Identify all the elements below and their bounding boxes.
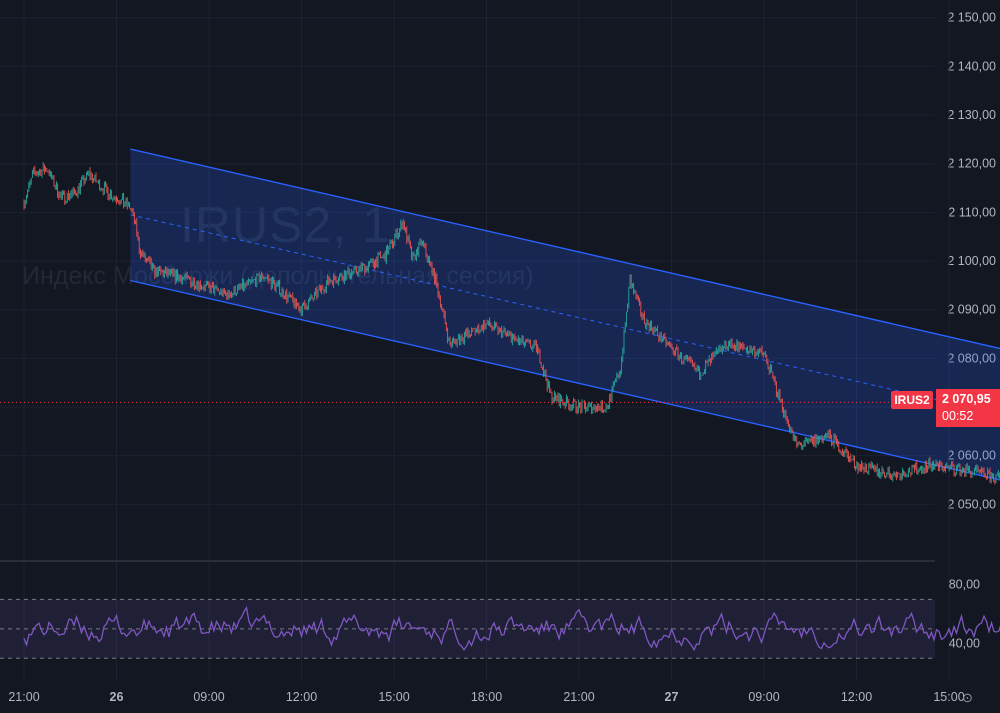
time-tick-label: 21:00: [563, 690, 594, 704]
bar-countdown: 00:52: [942, 409, 974, 423]
time-tick-label: 12:00: [841, 690, 872, 704]
price-tick-label: 2 090,00: [947, 303, 996, 317]
rsi-tick-label: 80,00: [949, 578, 980, 592]
time-tick-label: 15:00: [933, 690, 964, 704]
price-tick-label: 2 060,00: [947, 449, 996, 463]
time-tick-label: 12:00: [286, 690, 317, 704]
time-tick-label: 27: [665, 690, 679, 704]
channel-median-line: [130, 214, 1000, 415]
watermark-name: Индекс Мосбиржи (дополнительная сессия): [22, 262, 534, 290]
price-tick-label: 2 100,00: [947, 254, 996, 268]
price-tick-label: 2 140,00: [947, 59, 996, 73]
rsi-line: [23, 605, 1000, 652]
time-tick-label: 09:00: [748, 690, 779, 704]
last-price-symbol-tag: IRUS2: [891, 391, 933, 409]
time-tick-label: 21:00: [8, 690, 39, 704]
time-tick-label: 26: [110, 690, 124, 704]
price-tick-label: 2 130,00: [947, 108, 996, 122]
channel-fill: [130, 149, 1000, 480]
channel-lower-line: [130, 279, 1000, 481]
last-price-value: 2 070,95: [942, 392, 991, 406]
settings-icon[interactable]: ⊙: [962, 690, 973, 705]
price-tick-label: 2 050,00: [947, 497, 996, 511]
channel-upper-line: [130, 148, 1000, 350]
last-price-tag: 2 070,95 00:52: [936, 389, 1000, 427]
price-tick-label: 2 150,00: [947, 11, 996, 25]
watermark-symbol: IRUS2, 1: [180, 196, 391, 254]
rsi-tick-label: 40,00: [949, 637, 980, 651]
price-tick-label: 2 120,00: [947, 157, 996, 171]
time-tick-label: 15:00: [378, 690, 409, 704]
price-tick-label: 2 110,00: [948, 205, 996, 219]
price-tick-label: 2 080,00: [947, 351, 996, 365]
time-tick-label: 18:00: [471, 690, 502, 704]
candles-group: [23, 162, 1000, 485]
time-tick-label: 09:00: [193, 690, 224, 704]
